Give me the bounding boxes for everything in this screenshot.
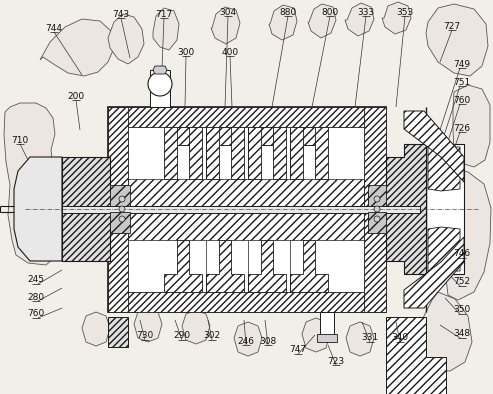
- Polygon shape: [382, 2, 411, 34]
- Text: 723: 723: [327, 357, 345, 366]
- Circle shape: [374, 206, 380, 212]
- Circle shape: [119, 216, 125, 222]
- Polygon shape: [269, 5, 297, 40]
- Polygon shape: [453, 85, 490, 167]
- Polygon shape: [108, 292, 386, 312]
- Text: 730: 730: [137, 331, 154, 340]
- Text: 400: 400: [221, 48, 239, 56]
- Text: 333: 333: [357, 7, 375, 17]
- Polygon shape: [14, 157, 62, 261]
- Polygon shape: [426, 144, 464, 274]
- Text: 200: 200: [68, 91, 85, 100]
- Polygon shape: [248, 127, 286, 179]
- Polygon shape: [364, 107, 386, 312]
- Polygon shape: [368, 212, 386, 233]
- Text: 353: 353: [396, 7, 414, 17]
- Circle shape: [374, 216, 380, 222]
- Polygon shape: [108, 317, 128, 347]
- Text: 246: 246: [238, 336, 254, 346]
- Polygon shape: [368, 144, 426, 274]
- Polygon shape: [108, 14, 144, 64]
- Polygon shape: [108, 107, 386, 127]
- Polygon shape: [428, 227, 460, 271]
- Text: 308: 308: [259, 336, 277, 346]
- Text: 245: 245: [28, 275, 44, 284]
- Text: 717: 717: [155, 9, 173, 19]
- Text: 304: 304: [219, 7, 237, 17]
- Polygon shape: [426, 4, 488, 76]
- Circle shape: [374, 196, 380, 202]
- Polygon shape: [82, 312, 110, 346]
- Polygon shape: [219, 127, 231, 145]
- Bar: [62, 206, 420, 213]
- Polygon shape: [417, 292, 472, 371]
- Bar: [108, 107, 386, 312]
- Polygon shape: [110, 185, 130, 206]
- Polygon shape: [248, 240, 286, 292]
- Polygon shape: [404, 111, 464, 182]
- Text: 760: 760: [28, 310, 45, 318]
- Polygon shape: [153, 8, 179, 50]
- Polygon shape: [4, 103, 56, 265]
- Text: 752: 752: [454, 277, 470, 286]
- Polygon shape: [182, 310, 210, 344]
- Polygon shape: [303, 127, 315, 145]
- Polygon shape: [404, 237, 464, 308]
- Text: 744: 744: [45, 24, 63, 32]
- Polygon shape: [177, 127, 189, 145]
- Polygon shape: [302, 318, 330, 352]
- Polygon shape: [290, 240, 328, 292]
- Polygon shape: [164, 240, 202, 292]
- Text: 340: 340: [391, 333, 409, 342]
- Text: 743: 743: [112, 9, 130, 19]
- Text: 800: 800: [321, 7, 339, 17]
- Text: 726: 726: [454, 123, 470, 132]
- Text: 331: 331: [361, 333, 379, 342]
- Polygon shape: [345, 3, 374, 36]
- Circle shape: [119, 206, 125, 212]
- Text: 300: 300: [177, 48, 195, 56]
- Polygon shape: [346, 322, 374, 356]
- Text: 348: 348: [454, 329, 470, 338]
- Polygon shape: [164, 127, 202, 179]
- Text: 746: 746: [454, 249, 470, 258]
- Text: 280: 280: [28, 292, 44, 301]
- Polygon shape: [211, 7, 240, 44]
- Circle shape: [119, 196, 125, 202]
- Text: 710: 710: [11, 136, 29, 145]
- Text: 760: 760: [454, 95, 471, 104]
- Circle shape: [148, 72, 172, 96]
- Polygon shape: [446, 167, 491, 300]
- Bar: [320, 312, 334, 340]
- Polygon shape: [153, 66, 167, 74]
- Text: 880: 880: [280, 7, 297, 17]
- Polygon shape: [308, 4, 336, 38]
- Polygon shape: [108, 107, 128, 312]
- Polygon shape: [40, 19, 114, 76]
- Polygon shape: [261, 127, 273, 145]
- Text: 749: 749: [454, 59, 470, 69]
- Bar: [317, 334, 337, 342]
- Polygon shape: [386, 317, 446, 394]
- Polygon shape: [62, 157, 128, 261]
- Polygon shape: [368, 185, 386, 206]
- Text: 727: 727: [443, 22, 460, 30]
- Text: 751: 751: [454, 78, 471, 87]
- Polygon shape: [134, 308, 162, 342]
- Polygon shape: [290, 127, 328, 179]
- Text: 290: 290: [174, 331, 191, 340]
- Polygon shape: [206, 127, 244, 179]
- Polygon shape: [110, 212, 130, 233]
- Polygon shape: [234, 322, 262, 356]
- Text: 350: 350: [454, 305, 471, 314]
- Text: 302: 302: [204, 331, 220, 340]
- Bar: [150, 70, 170, 107]
- Polygon shape: [128, 179, 364, 240]
- Text: 747: 747: [289, 346, 307, 355]
- Polygon shape: [428, 147, 460, 191]
- Polygon shape: [206, 240, 244, 292]
